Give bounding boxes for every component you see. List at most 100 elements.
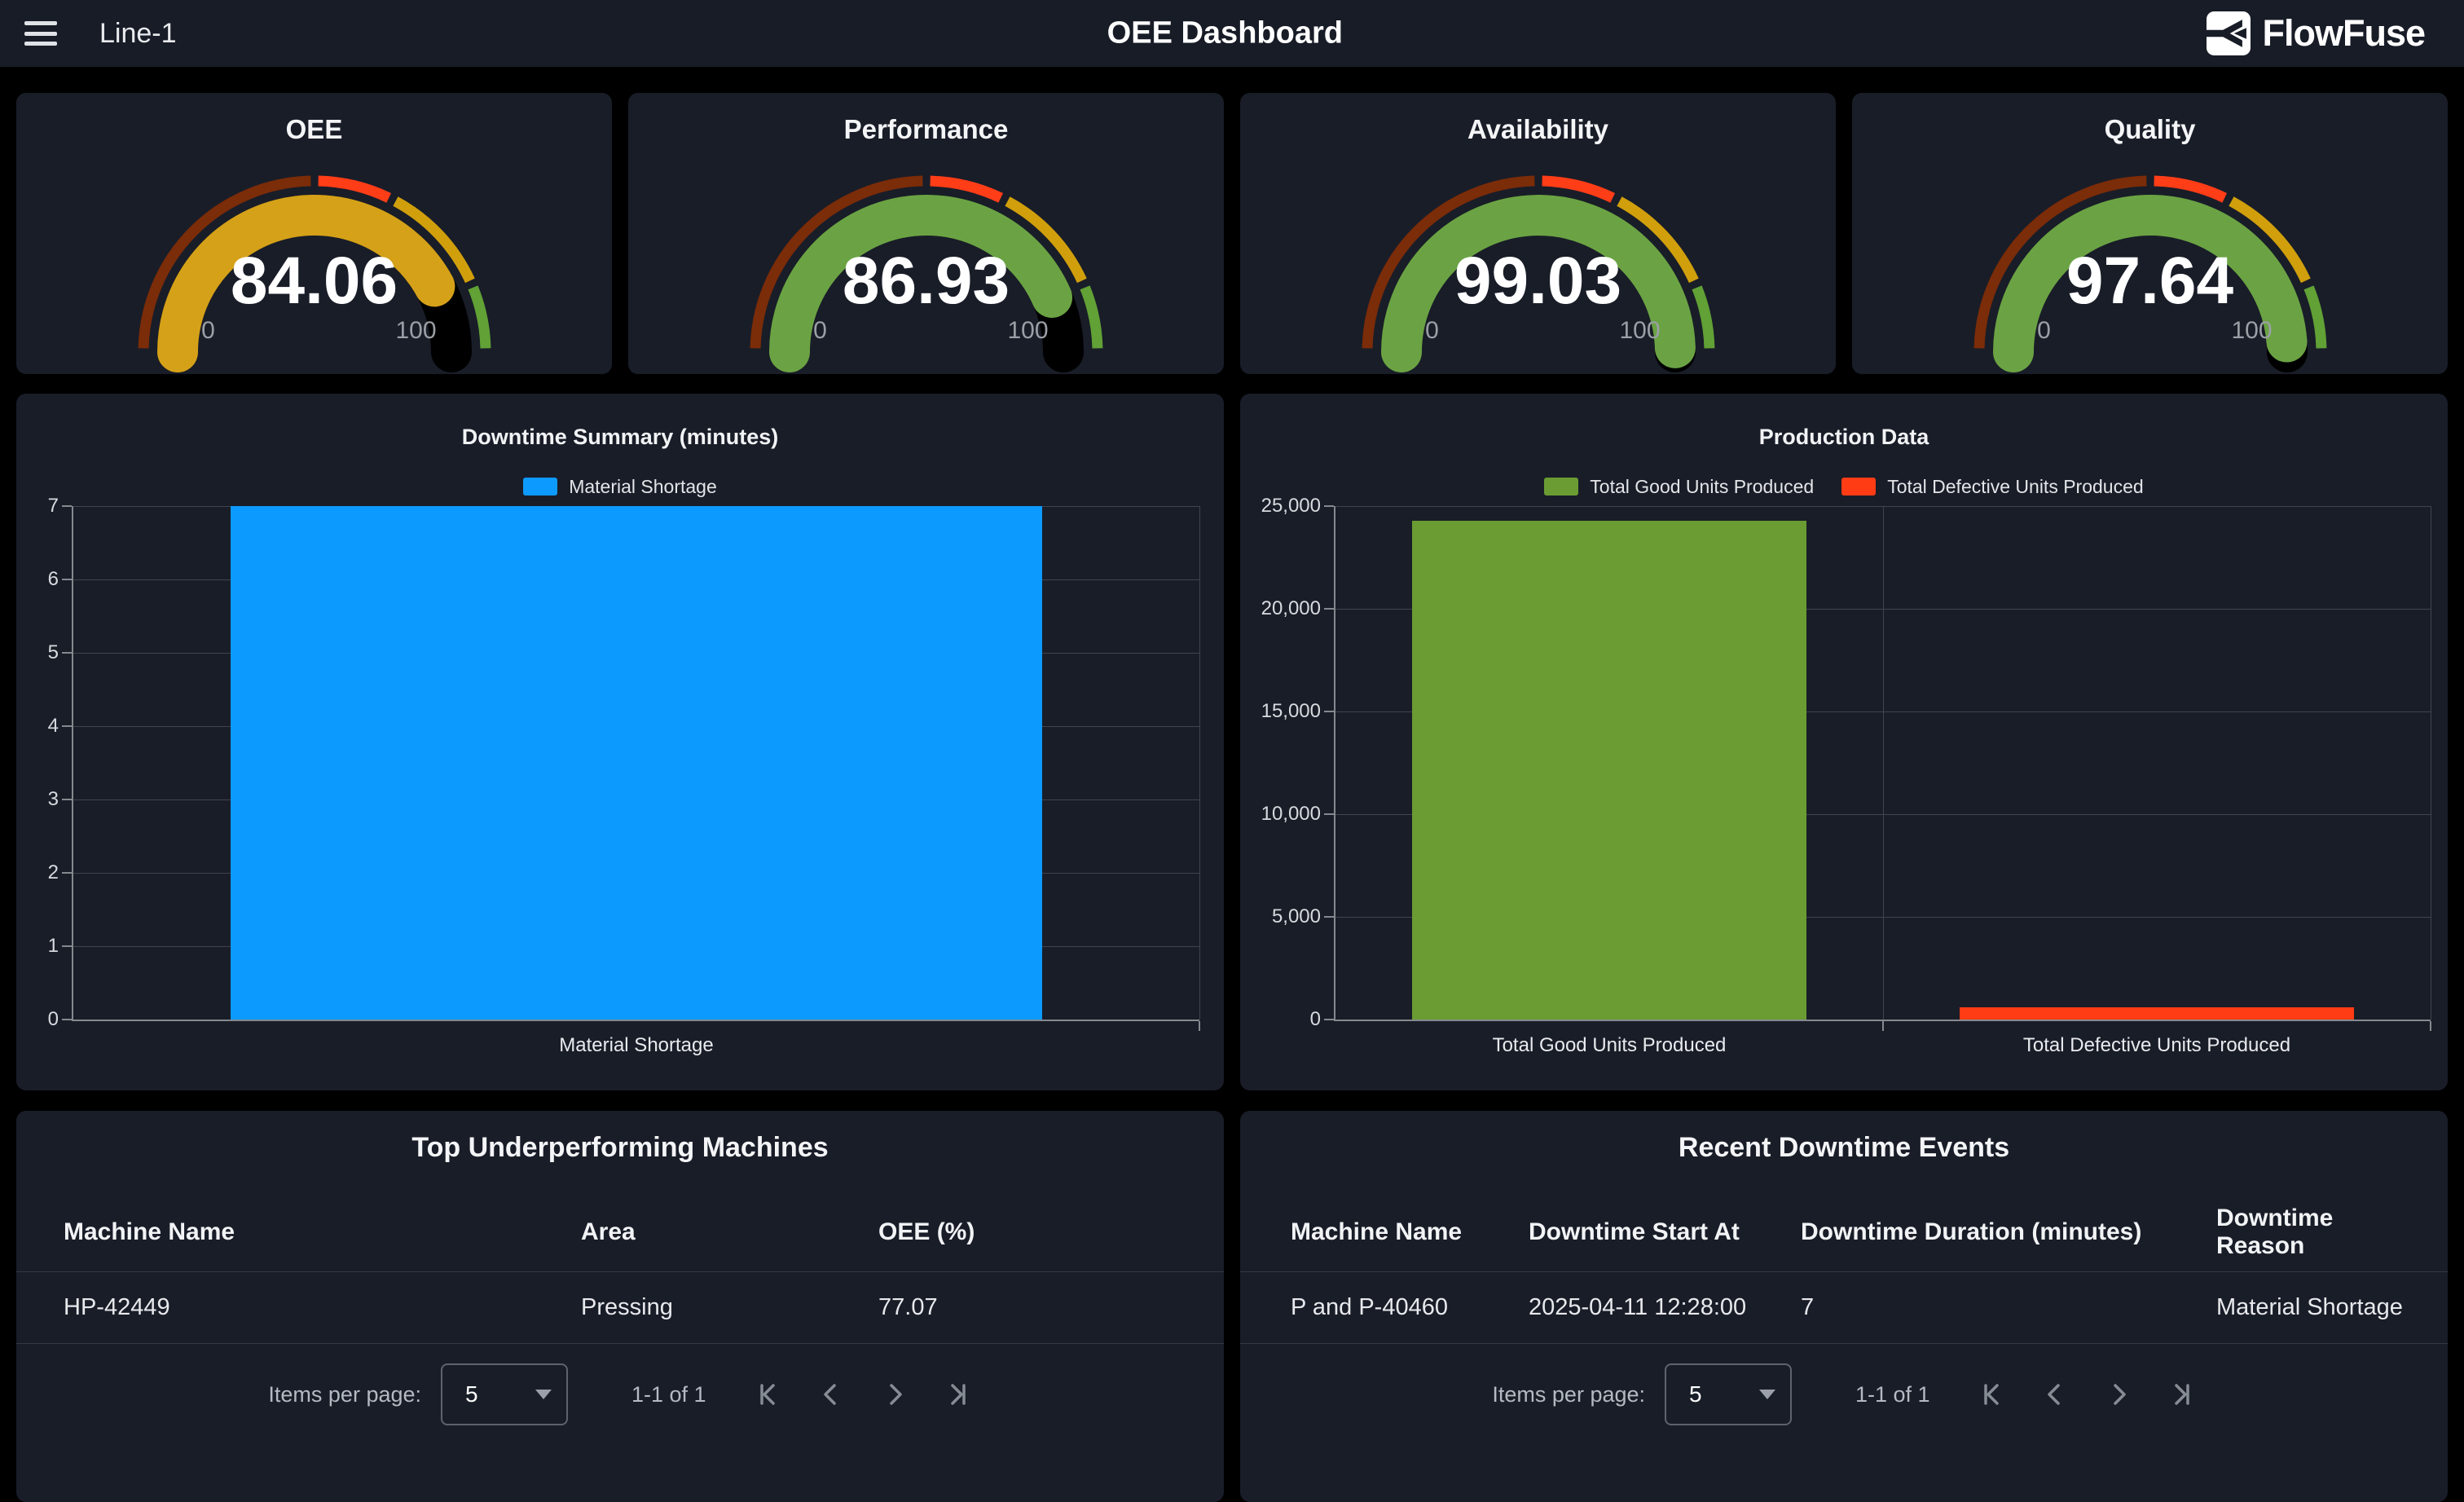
x-tick-mark xyxy=(1199,1021,1200,1031)
gauge-min-label: 0 xyxy=(2037,317,2051,344)
gauge-value: 99.03 xyxy=(1454,244,1622,318)
y-axis-tick-label: 3 xyxy=(47,788,59,810)
legend-label: Total Good Units Produced xyxy=(1590,475,1815,497)
previous-page-button[interactable] xyxy=(2041,1381,2069,1408)
y-tick-mark xyxy=(62,799,72,800)
production-data-plot: 0 5,000 10,000 15,000 20,000 25,000 Total Good… xyxy=(1261,496,2431,1056)
items-per-page-select[interactable]: 5 xyxy=(441,1363,569,1425)
last-page-button[interactable] xyxy=(2168,1381,2196,1408)
table-row-hp-42449: HP-42449 Pressing 77.07 xyxy=(16,1271,1224,1344)
x-tick-mark xyxy=(1882,1021,1884,1031)
table-title: Recent Downtime Events xyxy=(1678,1132,2010,1163)
items-per-page-value: 5 xyxy=(1689,1381,1702,1407)
column-header-downtime-reason: Downtime Reason xyxy=(2216,1204,2334,1259)
bar-material-shortage[interactable] xyxy=(231,506,1042,1020)
pagination-range-label: 1-1 of 1 xyxy=(631,1381,706,1407)
y-axis-tick-label: 15,000 xyxy=(1261,700,1321,722)
legend-item-total-defective-units[interactable]: Total Defective Units Produced xyxy=(1841,476,2144,498)
brand-name: FlowFuse xyxy=(2262,12,2426,54)
gauge-card-availability: Availability 99.03 0 100 xyxy=(1240,93,1836,374)
table-pagination: Items per page: 5 1-1 of 1 xyxy=(16,1355,1224,1434)
app-header: Line-1 OEE Dashboard FlowFuse xyxy=(0,0,2464,67)
cell-area: Pressing xyxy=(581,1293,673,1320)
table-header-row: Machine Name Downtime Start At Downtime … xyxy=(1240,1192,2448,1272)
cell-oee: 77.07 xyxy=(878,1293,938,1320)
gauge-max-label: 100 xyxy=(1619,317,1661,344)
last-page-button[interactable] xyxy=(944,1381,972,1408)
gauge-card-oee: OEE 84.06 0 100 xyxy=(16,93,612,374)
items-per-page-value: 5 xyxy=(465,1381,478,1407)
items-per-page-select[interactable]: 5 xyxy=(1665,1363,1793,1425)
legend-swatch xyxy=(523,478,558,496)
y-tick-mark xyxy=(1324,505,1334,507)
gauge-title: OEE xyxy=(285,114,343,144)
y-tick-mark xyxy=(1324,916,1334,918)
gauge-quality: 97.64 0 100 xyxy=(1963,171,2338,375)
hamburger-menu-icon[interactable] xyxy=(24,21,57,46)
chart-row: Downtime Summary (minutes) Material Shor… xyxy=(16,394,2448,1090)
column-header-downtime-duration: Downtime Duration (minutes) xyxy=(1801,1218,2142,1245)
gauge-arc xyxy=(1963,171,2338,375)
y-tick-mark xyxy=(62,652,72,654)
gauge-card-quality: Quality 97.64 0 100 xyxy=(1852,93,2448,374)
x-axis-category-label: Total Defective Units Produced xyxy=(2022,1034,2291,1056)
items-per-page-label: Items per page: xyxy=(268,1381,422,1407)
pagination-controls xyxy=(754,1381,972,1408)
y-axis-tick-label: 7 xyxy=(47,495,59,517)
legend-swatch xyxy=(1841,478,1877,496)
gauge-value: 97.64 xyxy=(2066,244,2234,318)
cell-downtime-duration: 7 xyxy=(1801,1293,1815,1320)
table-row-p-and-p-40460: P and P-40460 2025-04-11 12:28:00 7 Mate… xyxy=(1240,1271,2448,1344)
gauge-min-label: 0 xyxy=(813,317,827,344)
first-page-button[interactable] xyxy=(754,1381,781,1408)
legend-item-material-shortage[interactable]: Material Shortage xyxy=(523,476,717,498)
next-page-button[interactable] xyxy=(2105,1381,2132,1408)
y-axis-tick-label: 5,000 xyxy=(1271,905,1321,927)
gauge-title: Availability xyxy=(1467,114,1608,144)
first-page-button[interactable] xyxy=(1978,1381,2005,1408)
y-axis-tick-label: 0 xyxy=(1309,1008,1321,1030)
y-axis-tick-label: 20,000 xyxy=(1261,597,1321,619)
cell-machine-name: P and P-40460 xyxy=(1291,1293,1448,1320)
gauge-arc xyxy=(739,171,1114,375)
table-header-row: Machine Name Area OEE (%) xyxy=(16,1192,1224,1272)
column-header-machine-name: Machine Name xyxy=(64,1218,235,1245)
x-axis-category-label: Total Good Units Produced xyxy=(1492,1034,1727,1056)
page-nav-label: Line-1 xyxy=(99,17,177,49)
legend-item-total-good-units[interactable]: Total Good Units Produced xyxy=(1544,476,1814,498)
gauge-min-label: 0 xyxy=(1425,317,1439,344)
x-tick-mark xyxy=(2430,1021,2431,1031)
gauge-arc xyxy=(1351,171,1726,375)
bar-total-defective-units-produced[interactable] xyxy=(1960,1006,2354,1020)
column-header-machine-name: Machine Name xyxy=(1291,1218,1463,1245)
pagination-range-label: 1-1 of 1 xyxy=(1855,1381,1930,1407)
gauge-max-label: 100 xyxy=(395,317,437,344)
gauge-card-performance: Performance 86.93 0 100 xyxy=(628,93,1224,374)
y-tick-mark xyxy=(1324,711,1334,712)
gauge-row: OEE 84.06 0 100 Performance 86.93 0 100 … xyxy=(16,93,2448,374)
next-page-button[interactable] xyxy=(881,1381,909,1408)
legend-label: Total Defective Units Produced xyxy=(1887,475,2144,497)
previous-page-button[interactable] xyxy=(817,1381,845,1408)
bar-total-good-units-produced[interactable] xyxy=(1412,520,1806,1020)
chevron-down-icon xyxy=(535,1390,552,1399)
dashboard-body: OEE 84.06 0 100 Performance 86.93 0 100 … xyxy=(0,67,2464,1502)
cell-downtime-start: 2025-04-11 12:28:00 xyxy=(1529,1293,1747,1320)
y-tick-mark xyxy=(62,725,72,728)
gauge-availability: 99.03 0 100 xyxy=(1351,171,1726,375)
flowfuse-logo-icon xyxy=(2207,11,2251,55)
gauge-arc xyxy=(127,171,502,375)
y-tick-mark xyxy=(1324,813,1334,815)
y-axis-tick-label: 5 xyxy=(47,641,59,663)
gauge-title: Performance xyxy=(843,114,1009,144)
gauge-performance: 86.93 0 100 xyxy=(739,171,1114,375)
column-header-downtime-start: Downtime Start At xyxy=(1529,1218,1740,1245)
y-tick-mark xyxy=(62,945,72,948)
gauge-value: 84.06 xyxy=(230,244,398,318)
production-data-chart-card: Production Data Total Good Units Produce… xyxy=(1240,394,2448,1090)
page-title: OEE Dashboard xyxy=(1107,15,1343,51)
y-axis-tick-label: 1 xyxy=(47,935,59,957)
top-underperforming-machines-card: Top Underperforming Machines Machine Nam… xyxy=(16,1111,1224,1502)
y-axis-tick-label: 6 xyxy=(47,568,59,590)
y-axis-tick-label: 10,000 xyxy=(1261,803,1321,825)
